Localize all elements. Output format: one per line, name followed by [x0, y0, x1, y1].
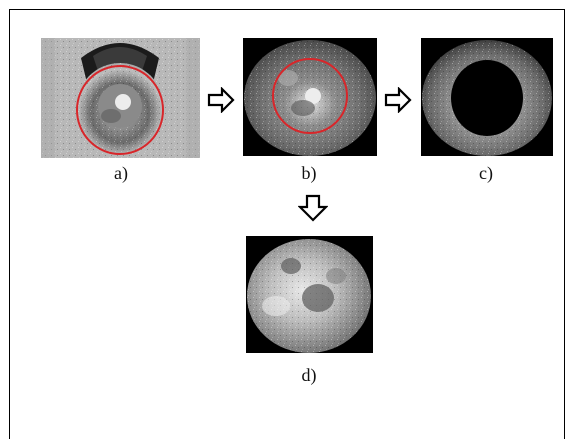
- label-c: c): [479, 163, 493, 183]
- arrow-down-icon-b-to-d: [297, 194, 329, 227]
- panel-d-inner-region: [246, 236, 373, 353]
- label-a: a): [114, 163, 128, 183]
- arrow-right-icon-b-to-c: [384, 86, 412, 118]
- panel-b-cropped-image: [243, 38, 377, 156]
- figure-frame: [9, 9, 565, 439]
- panel-c-ring-region: [421, 38, 553, 156]
- label-b: b): [301, 163, 317, 183]
- label-d: d): [301, 365, 317, 385]
- panel-a-original-image: [41, 38, 200, 158]
- arrow-right-icon-a-to-b: [207, 86, 235, 118]
